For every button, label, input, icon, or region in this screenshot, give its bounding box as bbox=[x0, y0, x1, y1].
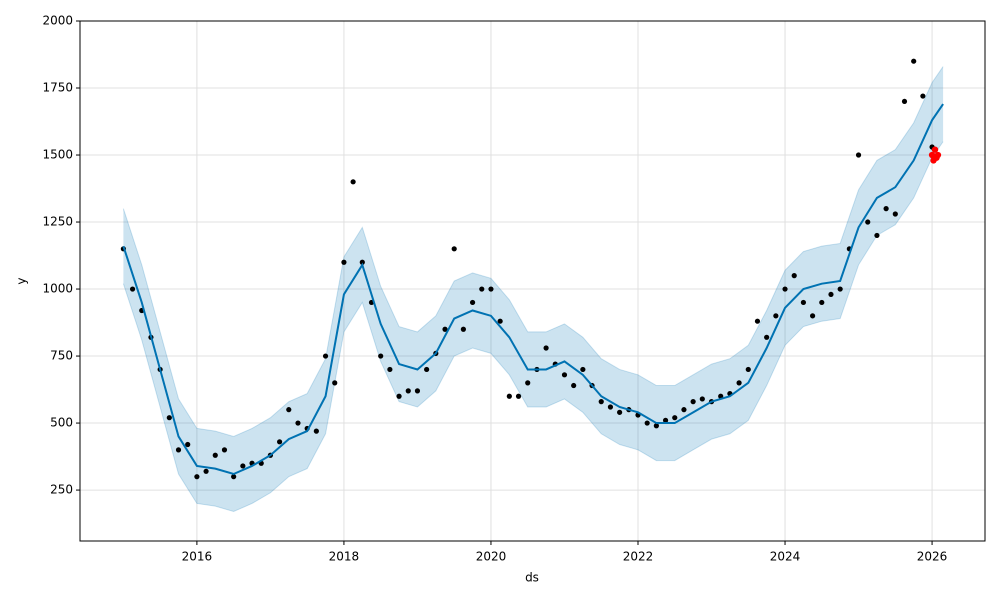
y-tick-label: 250 bbox=[50, 483, 73, 497]
observed-point bbox=[286, 407, 292, 413]
observed-point bbox=[387, 366, 393, 373]
x-tick-label: 2016 bbox=[182, 550, 213, 564]
observed-point bbox=[203, 468, 209, 474]
uncertainty-band bbox=[123, 66, 944, 512]
observed-point bbox=[276, 439, 283, 445]
observed-point bbox=[653, 423, 659, 429]
x-tick-label: 2026 bbox=[917, 550, 948, 564]
observed-point bbox=[469, 299, 476, 306]
observed-point bbox=[874, 232, 880, 239]
observed-point bbox=[543, 345, 549, 351]
observed-point bbox=[892, 211, 898, 217]
plot-frame bbox=[79, 20, 986, 542]
observed-point bbox=[506, 393, 512, 399]
x-tick-label: 2022 bbox=[623, 550, 654, 564]
observed-point bbox=[745, 366, 751, 373]
observed-point bbox=[580, 366, 586, 373]
observed-point bbox=[800, 299, 807, 306]
observed-point bbox=[175, 447, 182, 453]
observed-point bbox=[901, 98, 908, 105]
observed-point bbox=[497, 318, 503, 324]
observed-point bbox=[359, 259, 365, 265]
observed-point bbox=[571, 382, 577, 389]
observed-point bbox=[166, 415, 172, 421]
x-axis-label: ds bbox=[525, 571, 539, 585]
y-tick-label: 500 bbox=[50, 416, 73, 430]
observed-point bbox=[460, 326, 466, 332]
forecast-line bbox=[122, 103, 944, 476]
observed-point bbox=[773, 313, 779, 319]
y-tick-label: 750 bbox=[50, 349, 73, 363]
observed-point bbox=[212, 452, 218, 458]
observed-point bbox=[819, 299, 825, 306]
observed-point bbox=[782, 286, 788, 292]
observed-point bbox=[488, 286, 494, 292]
y-tick-label: 2000 bbox=[42, 14, 73, 28]
observed-point bbox=[525, 380, 531, 386]
observed-point bbox=[672, 415, 678, 421]
observed-point bbox=[295, 420, 301, 426]
observed-point bbox=[920, 93, 926, 99]
recent-point bbox=[934, 151, 942, 159]
observed-point bbox=[699, 396, 705, 402]
band-edge bbox=[122, 141, 944, 513]
observed-point bbox=[662, 417, 669, 423]
observed-point bbox=[414, 388, 421, 394]
band-edge bbox=[122, 66, 944, 437]
observed-point bbox=[837, 286, 843, 292]
observed-point bbox=[690, 399, 696, 405]
observed-point bbox=[240, 463, 246, 469]
observed-point bbox=[341, 259, 347, 265]
observed-point bbox=[231, 474, 237, 480]
observed-point bbox=[764, 334, 770, 340]
x-tick-label: 2024 bbox=[770, 550, 801, 564]
x-tick-label: 2018 bbox=[329, 550, 360, 564]
observed-point bbox=[322, 353, 329, 359]
observed-point bbox=[754, 318, 761, 324]
observed-point bbox=[617, 409, 623, 415]
observed-point bbox=[855, 152, 862, 158]
observed-point bbox=[424, 366, 430, 373]
observed-point bbox=[451, 246, 457, 252]
observed-point bbox=[681, 407, 687, 413]
observed-point bbox=[561, 372, 568, 378]
observed-point bbox=[350, 179, 356, 185]
y-axis-label: y bbox=[15, 277, 29, 284]
observed-point bbox=[129, 286, 136, 292]
observed-point bbox=[442, 326, 448, 332]
observed-point bbox=[865, 219, 871, 225]
observed-point bbox=[332, 380, 338, 386]
x-tick-label: 2020 bbox=[476, 550, 507, 564]
observed-point bbox=[736, 380, 742, 386]
observed-point bbox=[194, 474, 200, 480]
observed-point bbox=[396, 393, 402, 399]
observed-point bbox=[405, 388, 411, 394]
observed-point bbox=[607, 404, 614, 410]
observed-point bbox=[911, 58, 917, 64]
observed-point bbox=[598, 399, 604, 405]
observed-point bbox=[185, 441, 191, 448]
y-tick-label: 1250 bbox=[42, 215, 73, 229]
observed-point bbox=[515, 393, 522, 399]
observed-point bbox=[883, 206, 889, 212]
y-tick-label: 1500 bbox=[42, 148, 73, 162]
observed-point bbox=[810, 313, 816, 319]
observed-point bbox=[221, 447, 228, 453]
y-tick-label: 1750 bbox=[42, 81, 73, 95]
observed-point bbox=[828, 291, 834, 298]
observed-point bbox=[479, 286, 485, 292]
recent-point bbox=[931, 146, 939, 153]
observed-point bbox=[313, 428, 319, 434]
observed-point bbox=[791, 273, 797, 279]
observed-point bbox=[644, 420, 650, 426]
observed-point bbox=[378, 353, 384, 359]
y-tick-label: 1000 bbox=[42, 282, 73, 296]
